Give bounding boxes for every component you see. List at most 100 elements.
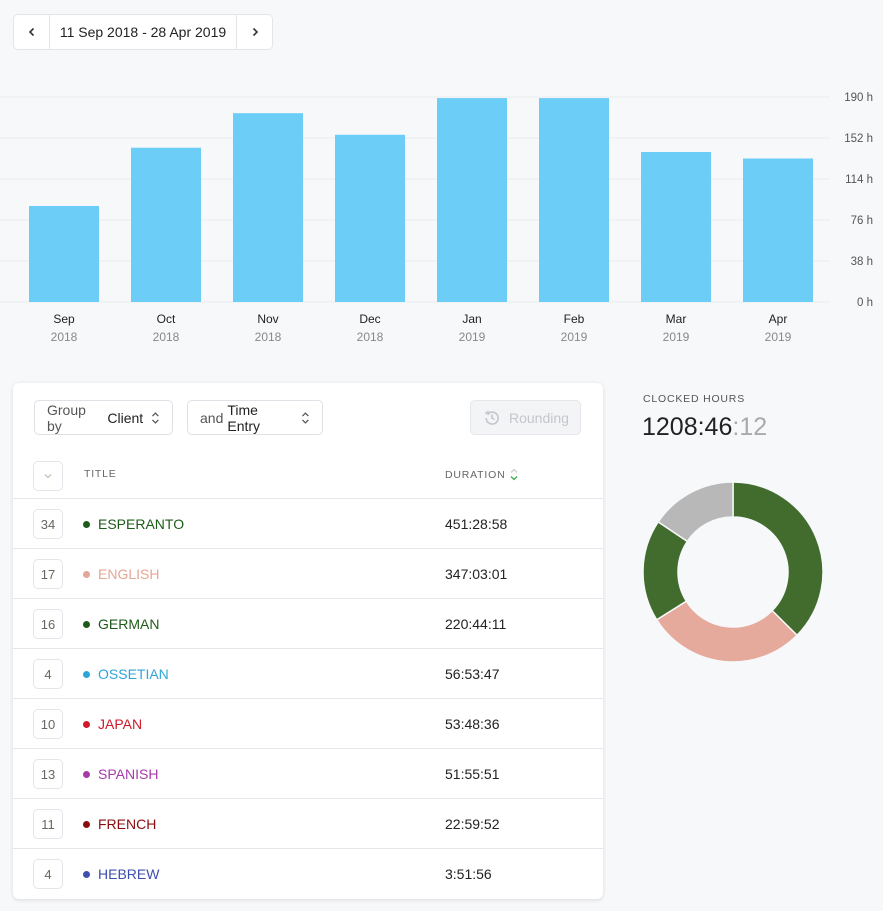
x-tick-year: 2018	[357, 330, 384, 344]
entry-count-badge[interactable]: 11	[33, 809, 63, 839]
history-icon	[484, 410, 499, 425]
row-duration: 220:44:11	[445, 616, 507, 632]
client-name: ESPERANTO	[98, 516, 185, 532]
bar-dec[interactable]	[335, 134, 405, 302]
x-tick-year: 2019	[459, 330, 486, 344]
clocked-hours-label: CLOCKED HOURS	[643, 393, 745, 405]
previous-period-button[interactable]	[14, 15, 50, 49]
clocked-hours-main: 1208:46	[642, 413, 733, 441]
x-tick-month: Apr	[769, 312, 788, 326]
y-tick-label: 38 h	[851, 256, 873, 268]
bar-mar[interactable]	[641, 152, 711, 302]
group-by-value: Client	[107, 409, 144, 426]
rounding-button[interactable]: Rounding	[470, 400, 581, 435]
bar-nov[interactable]	[233, 113, 303, 303]
subgroup-value: Time Entry	[227, 401, 261, 434]
bar-jan[interactable]	[437, 98, 507, 302]
client-color-dot	[83, 571, 90, 578]
table-row[interactable]: 4 HEBREW 3:51:56	[13, 849, 603, 899]
entry-count-badge[interactable]: 13	[33, 759, 63, 789]
client-name: SPANISH	[98, 766, 159, 782]
y-tick-label: 114 h	[845, 174, 873, 186]
x-tick-year: 2018	[255, 330, 282, 344]
y-tick-label: 152 h	[844, 133, 873, 145]
entry-count-badge[interactable]: 4	[33, 859, 63, 889]
x-tick-year: 2019	[561, 330, 588, 344]
table-row[interactable]: 13 SPANISH 51:55:51	[13, 749, 603, 799]
client-name: ENGLISH	[98, 566, 160, 582]
entry-count-badge[interactable]: 4	[33, 659, 63, 689]
table-row[interactable]: 4 OSSETIAN 56:53:47	[13, 649, 603, 699]
client-color-dot	[83, 671, 90, 678]
y-tick-label: 190 h	[844, 92, 873, 104]
row-duration: 451:28:58	[445, 516, 508, 532]
table-row[interactable]: 17 ENGLISH 347:03:01	[13, 549, 603, 599]
client-color-dot	[83, 621, 90, 628]
row-duration: 22:59:52	[445, 816, 500, 832]
client-color-dot	[83, 521, 90, 528]
bar-feb[interactable]	[539, 98, 609, 302]
client-color-dot	[83, 771, 90, 778]
table-row[interactable]: 16 GERMAN 220:44:11	[13, 599, 603, 649]
y-tick-label: 0 h	[857, 297, 873, 309]
subgroup-prefix: and	[200, 409, 224, 426]
x-tick-month: Oct	[157, 312, 176, 326]
x-tick-year: 2019	[765, 330, 792, 344]
table-row[interactable]: 11 FRENCH 22:59:52	[13, 799, 603, 849]
client-name: FRENCH	[98, 816, 157, 832]
donut-segment[interactable]	[732, 481, 824, 637]
sort-icon[interactable]	[509, 467, 519, 482]
chevron-left-icon	[28, 27, 34, 37]
report-table-card: Group by Client and Time Entry Rounding …	[13, 383, 603, 899]
clients-donut-chart	[642, 481, 824, 663]
table-controls: Group by Client and Time Entry Rounding	[13, 383, 603, 451]
bar-sep[interactable]	[29, 205, 99, 302]
x-tick-month: Dec	[359, 312, 380, 326]
expand-all-toggle[interactable]	[33, 461, 63, 491]
date-range-picker: 11 Sep 2018 - 28 Apr 2019	[13, 14, 273, 50]
table-row[interactable]: 10 JAPAN 53:48:36	[13, 699, 603, 749]
column-header-duration[interactable]: DURATION	[445, 469, 506, 481]
client-name: HEBREW	[98, 866, 160, 882]
client-name: JAPAN	[98, 716, 143, 732]
date-range-label[interactable]: 11 Sep 2018 - 28 Apr 2019	[59, 24, 227, 40]
x-tick-year: 2018	[153, 330, 180, 344]
table-body: 34 ESPERANTO 451:28:58 17 ENGLISH 347:03:01 16…	[13, 499, 603, 899]
row-duration: 3:51:56	[445, 866, 492, 882]
clocked-hours-value: 1208:46:12	[642, 413, 767, 442]
bar-apr[interactable]	[743, 158, 813, 303]
table-header: TITLE DURATION	[13, 451, 603, 499]
client-name: OSSETIAN	[98, 666, 169, 682]
x-tick-month: Mar	[666, 312, 687, 326]
bar-chart-svg: 0 h 38 h 76 h 114 h 152 h 190 h Sep 2018 Oct 2018…	[0, 92, 873, 344]
group-by-select[interactable]: Group by Client	[34, 400, 173, 435]
row-duration: 56:53:47	[445, 666, 500, 682]
x-tick-month: Nov	[257, 312, 278, 326]
client-color-dot	[83, 721, 90, 728]
table-row[interactable]: 34 ESPERANTO 451:28:58	[13, 499, 603, 549]
x-tick-year: 2019	[663, 330, 690, 344]
rounding-label: Rounding	[509, 409, 569, 426]
updown-chevron-icon	[302, 411, 309, 424]
x-tick-year: 2018	[51, 330, 78, 344]
y-tick-label: 76 h	[851, 215, 873, 227]
row-duration: 51:55:51	[445, 766, 500, 782]
x-tick-month: Jan	[462, 312, 481, 326]
entry-count-badge[interactable]: 16	[33, 609, 63, 639]
chevron-right-icon	[252, 27, 258, 37]
donut-segment[interactable]	[657, 481, 734, 543]
entry-count-badge[interactable]: 17	[33, 559, 63, 589]
bar-oct[interactable]	[131, 147, 201, 302]
entry-count-badge[interactable]: 34	[33, 509, 63, 539]
subgroup-select[interactable]: and Time Entry	[187, 400, 323, 435]
group-by-prefix: Group by	[47, 401, 86, 434]
entry-count-badge[interactable]: 10	[33, 709, 63, 739]
clocked-hours-seconds: :12	[732, 413, 768, 441]
next-period-button[interactable]	[236, 15, 272, 49]
client-color-dot	[83, 871, 90, 878]
chevron-down-icon	[44, 474, 52, 479]
client-color-dot	[83, 821, 90, 828]
updown-chevron-icon	[152, 411, 159, 424]
row-duration: 347:03:01	[445, 566, 508, 582]
column-header-title[interactable]: TITLE	[84, 468, 117, 480]
